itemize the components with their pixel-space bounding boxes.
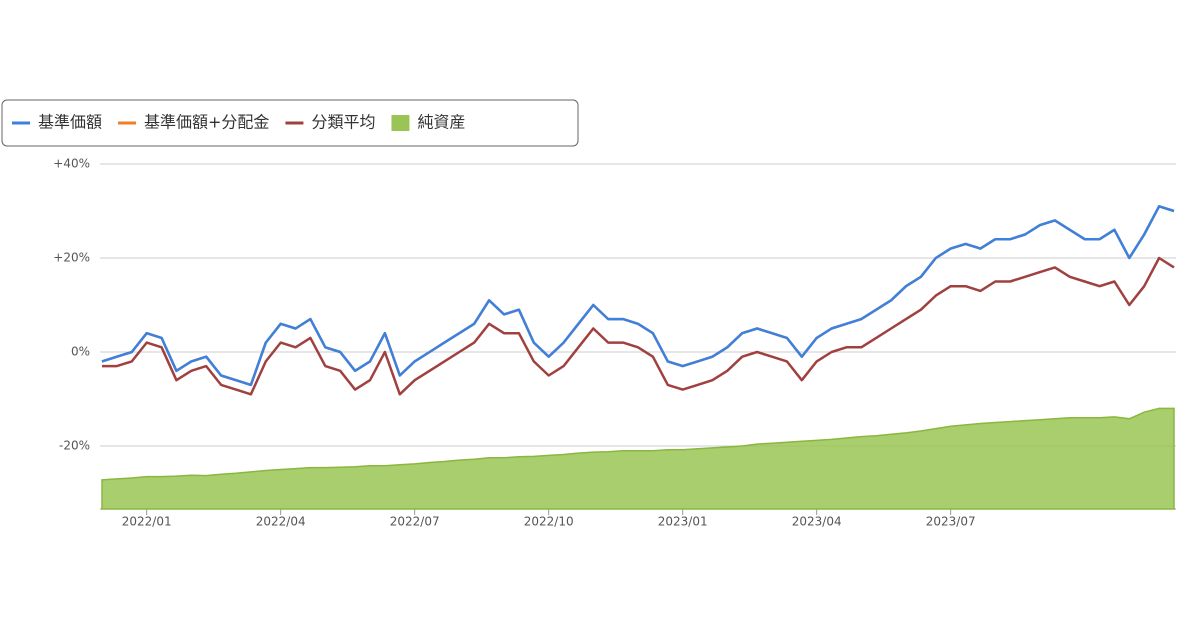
x-tick-label: 2022/07 — [390, 515, 440, 529]
legend-label: 純資産 — [417, 113, 465, 132]
legend-swatch — [391, 115, 410, 131]
series-line — [102, 256, 1175, 396]
x-tick-label: 2022/04 — [256, 515, 306, 529]
x-tick-label: 2022/10 — [524, 515, 574, 529]
legend-label: 分類平均 — [311, 113, 375, 132]
y-tick-label: -20% — [59, 439, 90, 453]
x-tick-label: 2022/01 — [122, 515, 172, 529]
x-tick-label: 2023/04 — [792, 515, 842, 529]
series-line — [101, 205, 1175, 387]
y-tick-label: +20% — [53, 251, 90, 265]
x-tick-label: 2023/01 — [658, 515, 708, 529]
legend-label: 基準価額+分配金 — [144, 113, 269, 132]
y-tick-label: 0% — [71, 345, 90, 359]
legend-label: 基準価額 — [38, 113, 102, 132]
series-line — [101, 205, 1175, 387]
x-tick-label: 2023/07 — [926, 515, 976, 529]
y-tick-label: +40% — [53, 157, 90, 171]
net-assets-area — [101, 407, 1175, 510]
